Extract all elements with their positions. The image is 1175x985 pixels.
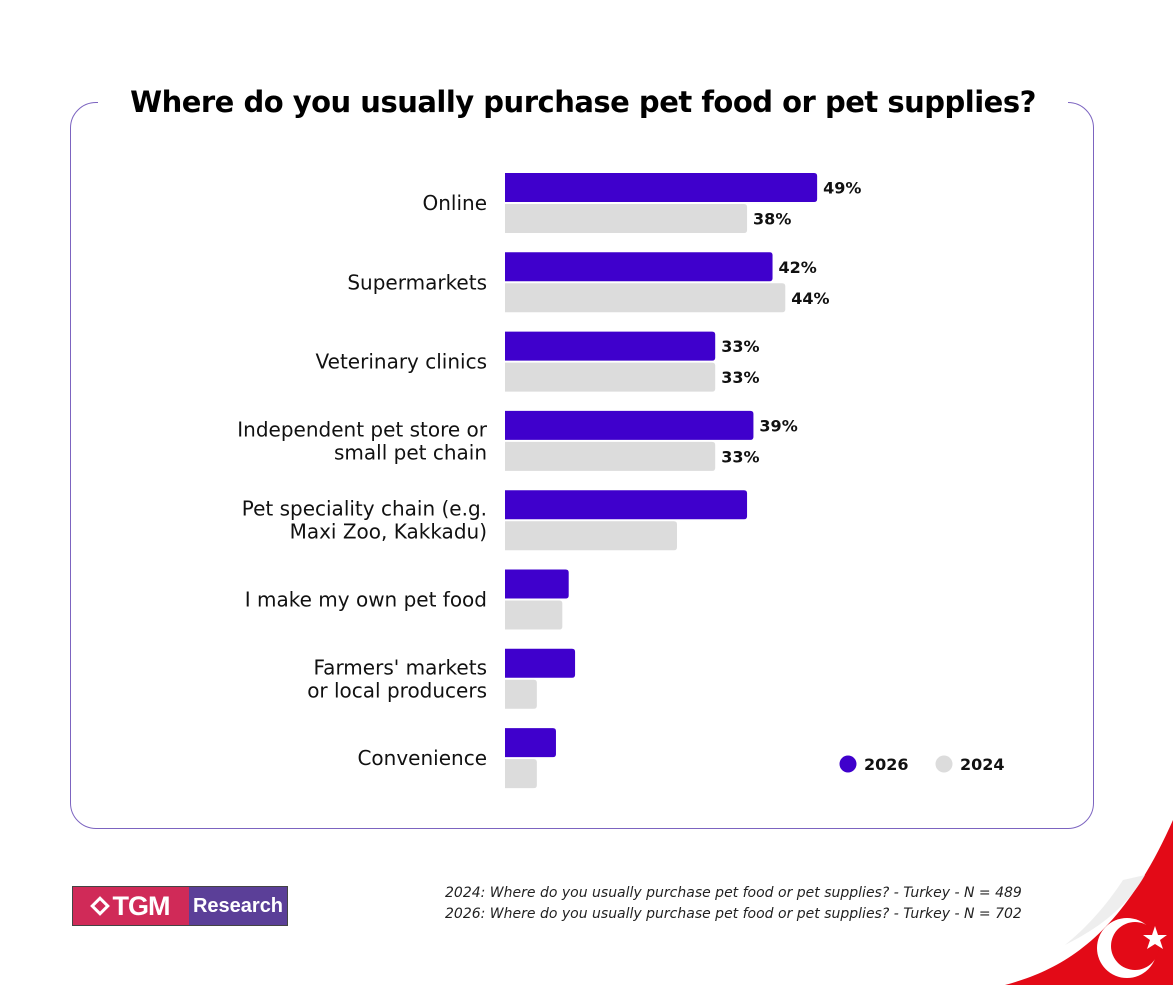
value-label: 39% <box>759 416 797 435</box>
bar-2026 <box>505 728 556 758</box>
bar-2026 <box>505 173 818 202</box>
value-label: 33% <box>721 368 759 387</box>
legend-label-2026: 2026 <box>864 755 909 774</box>
turkey-flag-icon <box>1005 820 1173 985</box>
category-label: Independent pet store or <box>237 417 488 441</box>
value-label: 44% <box>791 289 829 308</box>
category-label: Veterinary clinics <box>316 350 487 374</box>
bar-2026 <box>505 490 748 520</box>
footnote-2024: 2024: Where do you usually purchase pet … <box>445 885 1022 901</box>
bar-2024 <box>505 600 563 630</box>
bar-2026 <box>505 410 754 440</box>
bar-2024 <box>505 283 786 313</box>
bar-2024 <box>505 679 537 709</box>
tgm-research-logo: TGM Research <box>72 886 288 926</box>
legend-marker-2026 <box>839 755 857 773</box>
value-label: 33% <box>721 337 759 356</box>
legend-marker-2024 <box>935 755 953 773</box>
category-label: Supermarkets <box>347 270 487 294</box>
value-label: 33% <box>721 447 759 466</box>
value-label: 38% <box>753 210 791 229</box>
bar-2026 <box>505 252 773 282</box>
logo-left-text: TGM <box>112 890 171 921</box>
logo-right-text: Research <box>189 887 287 925</box>
bar-2026 <box>505 331 716 361</box>
category-label: small pet chain <box>334 440 487 464</box>
category-label: Convenience <box>357 746 487 770</box>
category-label: Online <box>422 191 487 215</box>
category-label: or local producers <box>307 678 487 702</box>
bar-2024 <box>505 362 716 392</box>
bar-2024 <box>505 521 677 551</box>
footnote-2026: 2026: Where do you usually purchase pet … <box>445 906 1022 922</box>
value-label: 49% <box>823 179 861 198</box>
legend-label-2024: 2024 <box>960 755 1005 774</box>
bar-2026 <box>505 569 569 599</box>
category-label: Maxi Zoo, Kakkadu) <box>290 520 487 544</box>
bar-2026 <box>505 648 576 678</box>
category-label: Pet speciality chain (e.g. <box>242 497 487 521</box>
bar-2024 <box>505 204 748 233</box>
logo-diamond-icon <box>89 896 110 916</box>
category-label: I make my own pet food <box>245 588 487 612</box>
value-label: 42% <box>779 258 817 277</box>
bar-2024 <box>505 441 716 471</box>
logo-left: TGM <box>73 887 189 925</box>
chart-title: Where do you usually purchase pet food o… <box>98 82 1068 126</box>
bar-2024 <box>505 759 537 789</box>
category-label: Farmers' markets <box>314 655 487 679</box>
